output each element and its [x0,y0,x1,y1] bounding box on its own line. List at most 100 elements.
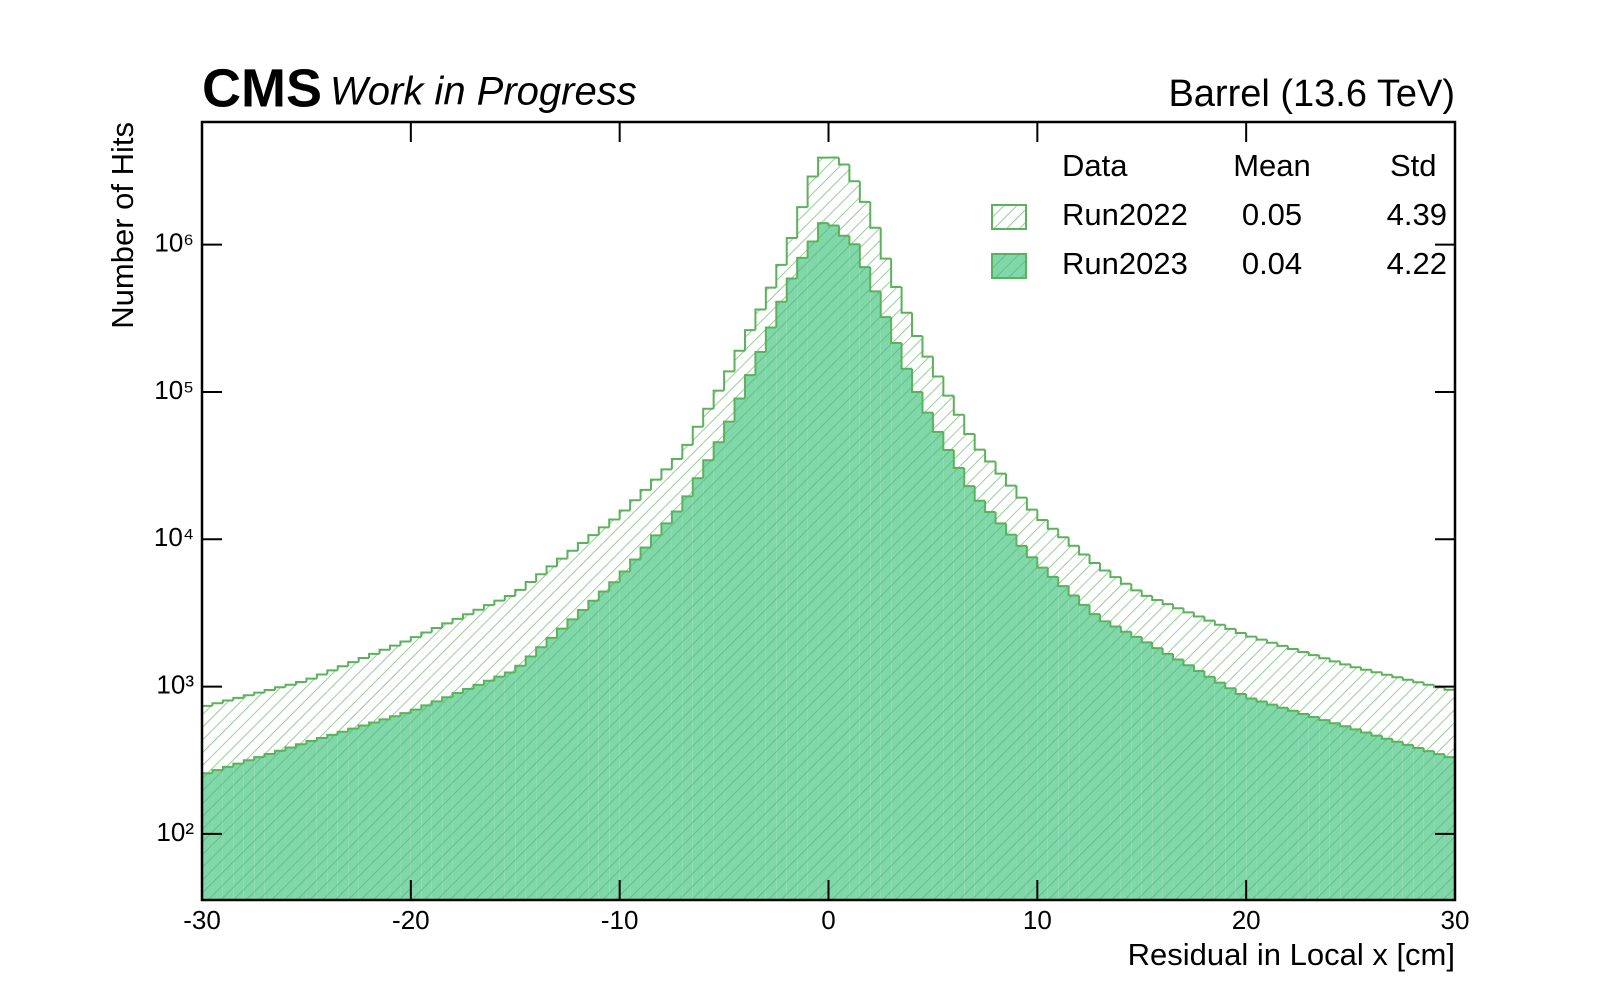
histogram-edge [336,730,349,735]
histogram-edge [347,661,359,667]
histogram-bar [1068,595,1080,900]
histogram-edge [681,495,693,512]
histogram-bar [818,223,829,901]
histogram-edge [1297,648,1309,654]
histogram-edge [649,478,662,490]
histogram-edge [1057,576,1069,588]
histogram-edge [378,718,390,723]
histogram-edge [618,570,631,583]
histogram-edge [963,414,975,435]
histogram-bar [254,757,265,900]
histogram-edge [1088,554,1100,565]
histogram-edge [1015,485,1027,499]
x-tick-label: -10 [601,905,639,935]
histogram-bar [1298,713,1309,900]
histogram-bar [525,656,537,900]
histogram-edge [858,244,871,269]
histogram-edge [921,335,933,358]
histogram-edge [994,512,1007,525]
histogram-edge [775,263,787,288]
histogram-edge [1067,537,1080,547]
histogram-edge [670,510,683,524]
histogram-edge [545,636,558,648]
histogram-edge [1370,732,1382,737]
histogram-edge [535,646,547,657]
histogram-edge [1318,655,1330,660]
histogram-edge [1005,473,1017,487]
y-tick-label: 10⁵ [154,375,194,405]
histogram-bar [880,317,892,900]
histogram-edge [931,412,944,433]
histogram-bar [953,467,965,900]
histogram-edge [420,631,432,638]
histogram-edge [1412,744,1424,750]
histogram-edge [1151,642,1163,650]
x-tick-label: -30 [183,905,221,935]
histogram-edge [1255,698,1268,703]
histogram-bar [1267,704,1278,900]
histogram-edge [336,665,349,671]
histogram-edge [556,557,568,567]
histogram-bar [494,676,505,900]
histogram-edge [890,258,902,288]
histogram-bar [765,327,777,901]
histogram-edge [482,679,495,685]
histogram-edge [1286,645,1299,650]
histogram-edge [911,368,923,393]
histogram-bar [1214,682,1226,900]
histogram-bar [650,535,662,900]
histogram-edge [1422,748,1435,753]
histogram-bar [421,705,432,900]
histogram-edge [670,458,683,470]
histogram-edge [399,712,411,717]
histogram-edge [1276,704,1288,709]
histogram-edge [1245,694,1257,700]
histogram-edge [503,595,516,601]
histogram-edge [952,395,965,416]
histogram-edge [1005,523,1017,536]
histogram-edge [733,349,745,372]
histogram-edge [294,681,307,685]
histogram-edge [1172,653,1184,661]
histogram-bar [849,244,860,900]
histogram-bar [1256,701,1268,900]
histogram-bar [609,582,620,900]
histogram-bar [316,737,328,900]
histogram-edge [503,671,516,677]
histogram-edge [817,156,829,177]
histogram-bar [473,684,484,900]
histogram-edge [420,704,432,710]
histogram-edge [1015,534,1027,547]
histogram-edge [827,223,839,227]
histogram-bar [598,591,610,900]
histogram-edge [1140,590,1153,597]
histogram-edge [890,317,902,344]
histogram-edge [1360,729,1372,734]
histogram-bar [859,267,871,901]
x-tick-label: 0 [821,905,835,935]
histogram-edge [535,573,547,582]
histogram-edge [973,433,986,451]
histogram-bar [776,301,787,900]
histogram-bar [744,375,756,900]
histogram-bar [264,753,276,900]
histogram-edge [388,644,401,650]
histogram-edge [900,342,913,370]
histogram-edge [409,636,422,642]
histogram-edge [305,740,317,745]
histogram-edge [1119,626,1132,633]
histogram-edge [441,622,453,628]
histogram-bar [504,672,516,900]
histogram-bar [536,647,547,900]
histogram-bar [546,637,558,900]
histogram-edge [263,689,276,693]
legend-label: Run2022 [1062,197,1188,232]
histogram-edge [1203,671,1215,678]
histogram-edge [796,256,808,279]
histogram-edge [1391,738,1403,743]
histogram-edge [1130,583,1142,592]
chart-title: CMS [202,58,322,118]
series [201,222,1456,901]
histogram-edge [796,206,808,239]
legend-header: Data [1062,148,1128,183]
